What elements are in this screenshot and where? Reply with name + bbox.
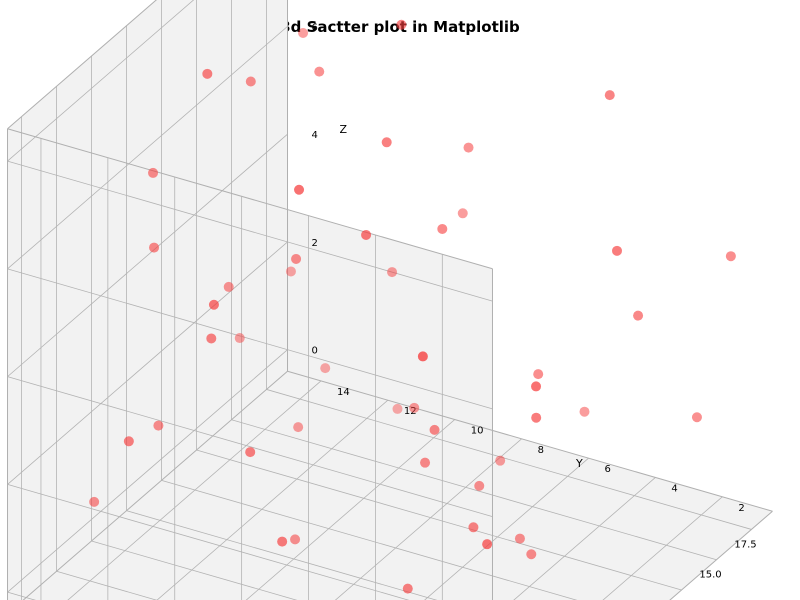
y-tick-label: 2: [738, 503, 744, 514]
z-tick-label: 6: [312, 22, 318, 33]
x-tick-label: 17.5: [734, 539, 756, 550]
scatter-point: [409, 403, 419, 413]
scatter-point: [474, 481, 484, 491]
z-axis-label: Z: [340, 123, 348, 136]
scatter-point: [209, 300, 219, 310]
scatter3d-plot: 0.02.55.07.510.012.515.017.5246810121402…: [0, 0, 800, 600]
scatter-point: [579, 407, 589, 417]
scatter-point: [692, 412, 702, 422]
z-tick-label: 0: [312, 346, 318, 357]
chart-container: 3d Sactter plot in Matplotlib 0.02.55.07…: [0, 0, 800, 600]
scatter-point: [531, 413, 541, 423]
y-tick-label: 14: [337, 387, 350, 398]
y-tick-label: 8: [538, 445, 544, 456]
scatter-point: [633, 311, 643, 321]
scatter-point: [515, 534, 525, 544]
scatter-point: [418, 351, 428, 361]
y-axis-label: Y: [575, 457, 583, 470]
scatter-point: [206, 333, 216, 343]
scatter-point: [605, 90, 615, 100]
z-tick-label: 4: [312, 130, 318, 141]
scatter-point: [420, 458, 430, 468]
y-tick-label: 4: [671, 483, 677, 494]
scatter-point: [726, 251, 736, 261]
scatter-point: [526, 549, 536, 559]
scatter-point: [382, 137, 392, 147]
scatter-point: [89, 497, 99, 507]
scatter-point: [533, 369, 543, 379]
scatter-point: [294, 185, 304, 195]
scatter-point: [403, 584, 413, 594]
y-tick-label: 6: [605, 464, 611, 475]
scatter-point: [387, 267, 397, 277]
scatter-point: [293, 422, 303, 432]
scatter-point: [149, 243, 159, 253]
scatter-point: [430, 425, 440, 435]
scatter-point: [153, 421, 163, 431]
scatter-point: [396, 20, 406, 30]
scatter-point: [124, 436, 134, 446]
scatter-point: [361, 230, 371, 240]
scatter-point: [246, 77, 256, 87]
scatter-point: [612, 246, 622, 256]
scatter-point: [531, 381, 541, 391]
x-tick-label: 15.0: [699, 570, 721, 581]
y-tick-label: 10: [471, 426, 484, 437]
scatter-point: [468, 522, 478, 532]
scatter-point: [245, 447, 255, 457]
scatter-point: [320, 363, 330, 373]
scatter-point: [290, 534, 300, 544]
scatter-point: [458, 208, 468, 218]
scatter-point: [148, 168, 158, 178]
scatter-point: [224, 282, 234, 292]
z-tick-label: 2: [312, 238, 318, 249]
scatter-point: [437, 224, 447, 234]
scatter-point: [495, 456, 505, 466]
scatter-point: [277, 537, 287, 547]
scatter-point: [291, 254, 301, 264]
scatter-point: [286, 266, 296, 276]
scatter-point: [235, 333, 245, 343]
scatter-point: [314, 67, 324, 77]
scatter-point: [202, 69, 212, 79]
scatter-point: [298, 28, 308, 38]
scatter-point: [392, 404, 402, 414]
scatter-point: [482, 539, 492, 549]
scatter-point: [464, 143, 474, 153]
